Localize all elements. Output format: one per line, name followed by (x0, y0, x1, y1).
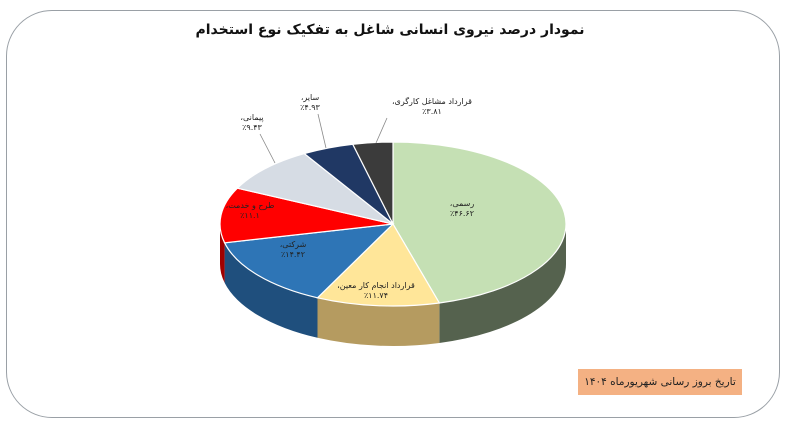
slice-label: قرارداد مشاغل کارگری، (392, 96, 472, 106)
slice-value-label: ٪۱۱.۷۴ (364, 291, 388, 300)
pie-slice-side (220, 224, 225, 283)
chart-title: نمودار درصد نیروی انسانی شاغل به تفکیک ن… (195, 22, 585, 38)
pie-slice (392, 141, 567, 304)
label-leader-line (375, 117, 388, 144)
slice-label: رسمی، (450, 199, 475, 208)
pie-slice-side (439, 224, 567, 344)
slice-label: سایر، (301, 93, 320, 102)
update-date-stamp: تاریخ بروز رسانی شهریورماه ۱۴۰۴ (578, 369, 742, 395)
slice-label: طرح و خدمت، (226, 201, 275, 210)
pie-slice (351, 141, 394, 225)
slice-value-label: ٪۱۱.۱ (240, 211, 260, 220)
slice-label: پیمانی، (240, 113, 263, 122)
pie-slice-side (224, 242, 318, 338)
pie-slice-side (317, 297, 440, 346)
slice-value-label: ٪۱۴.۴۲ (281, 250, 305, 259)
label-leader-line (259, 133, 276, 164)
slice-value-label: ٪۴۶.۶۲ (450, 209, 474, 218)
slice-value-label: ٪۹.۴۳ (242, 123, 262, 132)
slice-label: شرکتی، (280, 240, 307, 249)
label-leader-line (317, 113, 327, 149)
pie-slice (219, 187, 394, 244)
pie-slice (223, 223, 395, 299)
pie-slice (316, 223, 441, 307)
pie-slice (236, 152, 394, 225)
slice-label: قرارداد انجام کار معین، (337, 281, 415, 290)
slice-value-label: ٪۳.۸۱ (422, 107, 442, 116)
slice-value-label: ٪۴.۹۳ (300, 103, 320, 112)
